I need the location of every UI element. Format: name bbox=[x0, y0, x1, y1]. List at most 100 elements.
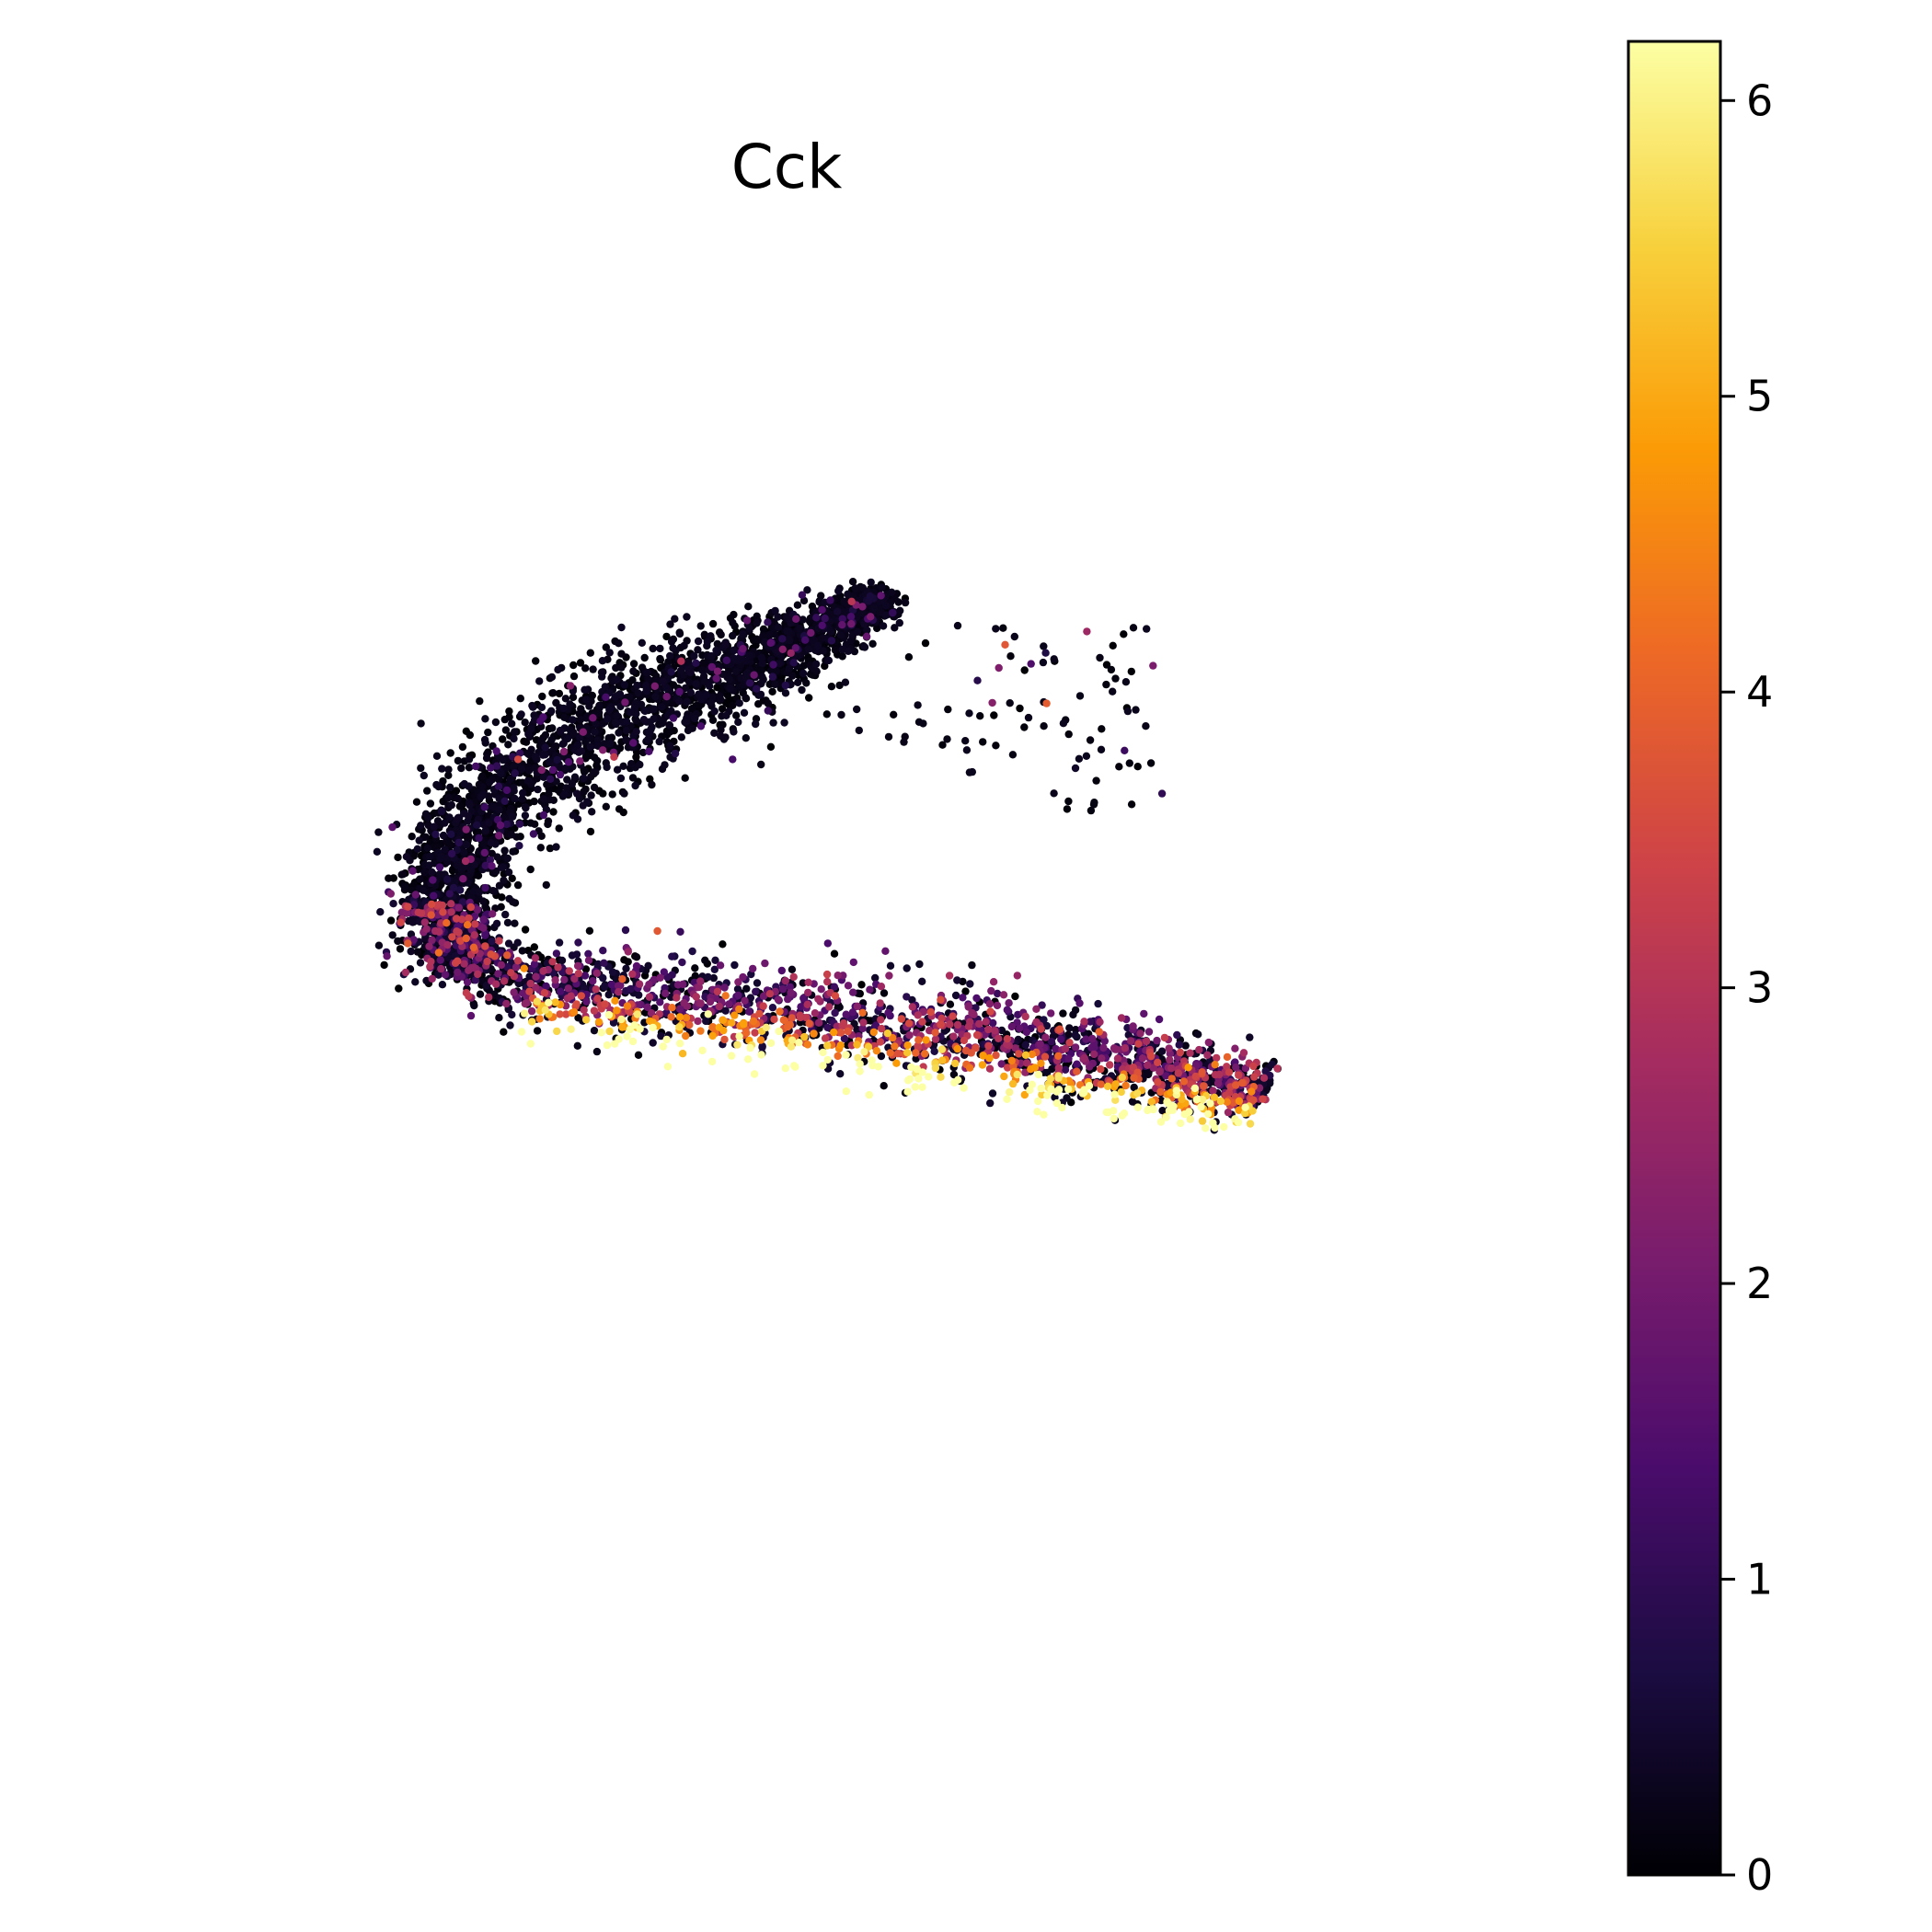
scatter-point bbox=[734, 718, 742, 727]
scatter-point bbox=[454, 928, 463, 937]
scatter-point bbox=[690, 651, 698, 661]
scatter-point bbox=[1042, 1021, 1052, 1030]
scatter-point bbox=[993, 989, 1002, 998]
scatter-point bbox=[604, 715, 612, 723]
scatter-point bbox=[849, 958, 857, 967]
scatter-point bbox=[615, 639, 623, 648]
scatter-point bbox=[1075, 754, 1084, 763]
scatter-point bbox=[846, 613, 856, 621]
scatter-point bbox=[513, 957, 523, 965]
scatter-point bbox=[1144, 1069, 1153, 1077]
scatter-point bbox=[937, 1014, 946, 1023]
scatter-point bbox=[499, 863, 507, 871]
scatter-point bbox=[999, 624, 1007, 632]
scatter-point bbox=[607, 981, 616, 989]
scatter-point bbox=[411, 978, 420, 986]
scatter-point bbox=[965, 709, 973, 718]
scatter-point bbox=[1021, 1012, 1029, 1021]
scatter-point bbox=[914, 701, 922, 709]
scatter-point bbox=[707, 662, 716, 672]
scatter-point bbox=[494, 970, 502, 978]
scatter-point bbox=[396, 945, 405, 953]
scatter-point bbox=[601, 1000, 609, 1008]
scatter-point bbox=[567, 992, 575, 1000]
scatter-point bbox=[755, 1009, 764, 1018]
scatter-point bbox=[1165, 1044, 1173, 1052]
scatter-point bbox=[442, 837, 451, 845]
scatter-point bbox=[586, 742, 594, 752]
scatter-point bbox=[712, 674, 720, 683]
scatter-point bbox=[988, 1089, 997, 1098]
scatter-point bbox=[930, 1047, 938, 1056]
scatter-point bbox=[836, 631, 845, 639]
scatter-point bbox=[694, 646, 702, 654]
scatter-point bbox=[752, 987, 760, 996]
scatter-point bbox=[556, 1010, 564, 1018]
scatter-point bbox=[835, 681, 844, 690]
scatter-point bbox=[388, 822, 397, 832]
scatter-point bbox=[671, 615, 679, 623]
scatter-point bbox=[878, 583, 886, 592]
scatter-point bbox=[905, 1031, 914, 1040]
scatter-point bbox=[414, 908, 422, 916]
scatter-point bbox=[695, 983, 703, 992]
scatter-point bbox=[511, 728, 519, 736]
scatter-point bbox=[588, 808, 596, 816]
scatter-point bbox=[556, 770, 565, 779]
scatter-point bbox=[599, 746, 607, 754]
scatter-point bbox=[851, 584, 859, 592]
scatter-point bbox=[1005, 999, 1013, 1007]
scatter-point bbox=[480, 848, 489, 857]
scatter-point bbox=[570, 773, 580, 781]
scatter-point bbox=[510, 988, 518, 996]
scatter-point bbox=[926, 1027, 934, 1035]
scatter-point bbox=[1041, 1052, 1050, 1061]
scatter-point bbox=[758, 1043, 766, 1052]
scatter-point bbox=[628, 970, 637, 979]
scatter-point bbox=[562, 784, 570, 792]
scatter-point bbox=[453, 815, 462, 823]
scatter-point bbox=[1020, 666, 1029, 674]
scatter-point bbox=[827, 637, 836, 645]
scatter-point bbox=[508, 1010, 516, 1019]
scatter-point bbox=[542, 880, 550, 890]
scatter-point bbox=[1112, 1045, 1121, 1053]
scatter-point bbox=[553, 755, 561, 765]
scatter-point bbox=[986, 1098, 995, 1108]
scatter-point bbox=[676, 666, 685, 675]
scatter-point bbox=[683, 697, 691, 706]
scatter-point bbox=[1239, 1049, 1248, 1057]
scatter-point bbox=[529, 830, 538, 838]
scatter-point bbox=[949, 1032, 958, 1041]
scatter-point bbox=[540, 989, 549, 997]
scatter-point bbox=[456, 886, 465, 894]
scatter-point bbox=[842, 1010, 850, 1018]
scatter-point bbox=[1174, 1069, 1183, 1077]
scatter-point bbox=[876, 999, 884, 1007]
scatter-point bbox=[968, 960, 976, 970]
scatter-point bbox=[742, 734, 750, 742]
scatter-point bbox=[530, 716, 539, 725]
scatter-point bbox=[805, 1019, 813, 1028]
scatter-point bbox=[778, 645, 787, 653]
scatter-point bbox=[497, 903, 505, 911]
scatter-point bbox=[951, 991, 960, 1000]
scatter-point bbox=[1097, 745, 1106, 753]
scatter-point bbox=[413, 845, 421, 853]
scatter-point bbox=[697, 666, 707, 674]
scatter-point bbox=[1013, 972, 1022, 980]
scatter-point bbox=[487, 839, 495, 847]
scatter-point bbox=[412, 798, 421, 806]
scatter-point bbox=[821, 1034, 830, 1042]
scatter-point bbox=[717, 630, 725, 639]
scatter-point bbox=[1144, 1028, 1154, 1036]
scatter-point bbox=[848, 1008, 857, 1017]
scatter-point bbox=[673, 994, 681, 1002]
scatter-point bbox=[576, 716, 585, 724]
scatter-point bbox=[435, 863, 444, 871]
scatter-point bbox=[481, 715, 489, 723]
scatter-point bbox=[717, 731, 725, 741]
scatter-point bbox=[781, 689, 790, 697]
scatter-point bbox=[1136, 1029, 1144, 1038]
scatter-point bbox=[574, 970, 582, 978]
